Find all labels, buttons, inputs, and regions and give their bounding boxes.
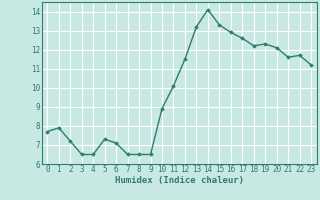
X-axis label: Humidex (Indice chaleur): Humidex (Indice chaleur) [115, 176, 244, 185]
